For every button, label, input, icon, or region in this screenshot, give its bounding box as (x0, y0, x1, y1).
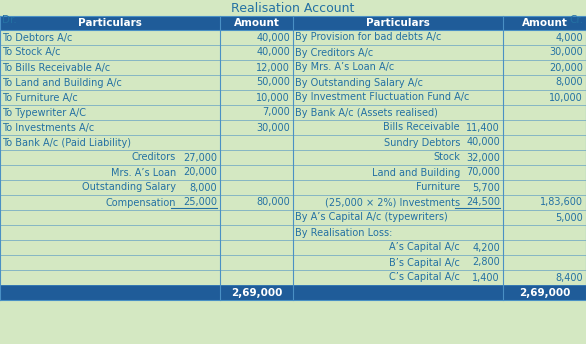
Text: 25,000: 25,000 (183, 197, 217, 207)
Text: By Provision for bad debts A/c: By Provision for bad debts A/c (295, 32, 441, 43)
Bar (0, 240, 586, 255)
Text: 20,000: 20,000 (183, 168, 217, 178)
Bar (0, 195, 586, 210)
Text: Particulars: Particulars (366, 18, 430, 28)
Text: 80,000: 80,000 (256, 197, 290, 207)
Text: 27,000: 27,000 (183, 152, 217, 162)
Bar (0, 225, 586, 240)
Text: 30,000: 30,000 (549, 47, 583, 57)
Bar (0, 45, 586, 60)
Bar (0, 135, 586, 150)
Text: By Mrs. A’s Loan A/c: By Mrs. A’s Loan A/c (295, 63, 394, 73)
Text: Compensation: Compensation (105, 197, 176, 207)
Bar (0, 180, 586, 195)
Bar (0, 30, 586, 45)
Text: To Furniture A/c: To Furniture A/c (2, 93, 78, 103)
Text: C’s Capital A/c: C’s Capital A/c (389, 272, 460, 282)
Text: To Bank A/c (Paid Liability): To Bank A/c (Paid Liability) (2, 138, 131, 148)
Bar (0, 75, 586, 90)
Bar (0, 16, 220, 30)
Text: 8,000: 8,000 (556, 77, 583, 87)
Text: 2,69,000: 2,69,000 (519, 288, 570, 298)
Text: To Bills Receivable A/c: To Bills Receivable A/c (2, 63, 110, 73)
Text: 12,000: 12,000 (256, 63, 290, 73)
Text: 5,700: 5,700 (472, 183, 500, 193)
Bar (0, 150, 586, 165)
Bar (0, 210, 586, 225)
Text: Particulars: Particulars (78, 18, 142, 28)
Text: To Typewriter A/C: To Typewriter A/C (2, 107, 86, 118)
Text: 2,69,000: 2,69,000 (231, 288, 282, 298)
Text: 20,000: 20,000 (549, 63, 583, 73)
Text: By Realisation Loss:: By Realisation Loss: (295, 227, 393, 237)
Text: 1,400: 1,400 (472, 272, 500, 282)
Text: By A’s Capital A/c (typewriters): By A’s Capital A/c (typewriters) (295, 213, 448, 223)
Text: Cr.: Cr. (570, 15, 584, 25)
Bar (293, 285, 586, 300)
Bar (0, 165, 586, 180)
Text: By Investment Fluctuation Fund A/c: By Investment Fluctuation Fund A/c (295, 93, 469, 103)
Text: 32,000: 32,000 (466, 152, 500, 162)
Text: By Bank A/c (Assets realised): By Bank A/c (Assets realised) (295, 107, 438, 118)
Text: 4,000: 4,000 (556, 32, 583, 43)
Text: Realisation Account: Realisation Account (231, 2, 355, 15)
Text: 40,000: 40,000 (466, 138, 500, 148)
Text: To Stock A/c: To Stock A/c (2, 47, 60, 57)
Text: Bills Receivable: Bills Receivable (383, 122, 460, 132)
Text: (25,000 × 2%) Investments: (25,000 × 2%) Investments (325, 197, 460, 207)
Text: 50,000: 50,000 (256, 77, 290, 87)
Bar (0, 60, 586, 75)
Bar (0, 120, 586, 135)
Text: To Debtors A/c: To Debtors A/c (2, 32, 73, 43)
Text: Furniture: Furniture (416, 183, 460, 193)
Text: Stock: Stock (433, 152, 460, 162)
Bar (0, 255, 586, 270)
Text: Sundry Debtors: Sundry Debtors (384, 138, 460, 148)
Bar (0, 270, 586, 285)
Bar (0, 105, 586, 120)
Text: B’s Capital A/c: B’s Capital A/c (389, 258, 460, 268)
Text: 5,000: 5,000 (556, 213, 583, 223)
Text: 40,000: 40,000 (256, 47, 290, 57)
Bar (220, 16, 293, 30)
Text: Amount: Amount (522, 18, 567, 28)
Text: 10,000: 10,000 (256, 93, 290, 103)
Text: 70,000: 70,000 (466, 168, 500, 178)
Text: Mrs. A’s Loan: Mrs. A’s Loan (111, 168, 176, 178)
Text: 11,400: 11,400 (466, 122, 500, 132)
Text: Creditors: Creditors (132, 152, 176, 162)
Text: 8,400: 8,400 (556, 272, 583, 282)
Text: 1,83,600: 1,83,600 (540, 197, 583, 207)
Bar (0, 285, 293, 300)
Text: Amount: Amount (234, 18, 280, 28)
Text: 10,000: 10,000 (549, 93, 583, 103)
Text: By Outstanding Salary A/c: By Outstanding Salary A/c (295, 77, 423, 87)
Text: 8,000: 8,000 (189, 183, 217, 193)
Text: Outstanding Salary: Outstanding Salary (82, 183, 176, 193)
Bar (293, 16, 503, 30)
Text: By Creditors A/c: By Creditors A/c (295, 47, 373, 57)
Text: Dr.: Dr. (2, 15, 17, 25)
Text: To Investments A/c: To Investments A/c (2, 122, 94, 132)
Text: 7,000: 7,000 (263, 107, 290, 118)
Text: 30,000: 30,000 (256, 122, 290, 132)
Text: To Land and Building A/c: To Land and Building A/c (2, 77, 122, 87)
Text: 4,200: 4,200 (472, 243, 500, 252)
Text: 2,800: 2,800 (472, 258, 500, 268)
Text: A’s Capital A/c: A’s Capital A/c (389, 243, 460, 252)
Bar (0, 90, 586, 105)
Text: 24,500: 24,500 (466, 197, 500, 207)
Text: 40,000: 40,000 (256, 32, 290, 43)
Bar (503, 16, 586, 30)
Text: Land and Building: Land and Building (372, 168, 460, 178)
